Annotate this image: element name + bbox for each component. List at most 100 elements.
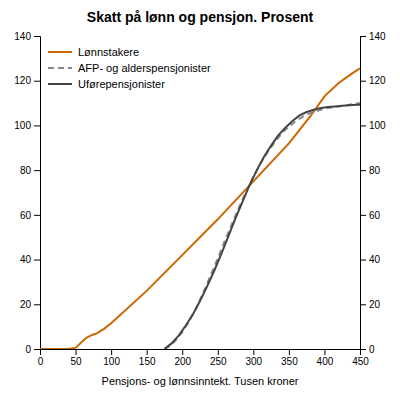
tick-label: 0 xyxy=(38,356,44,367)
plot: 0501001502002503003504004500204060801001… xyxy=(14,31,386,367)
tick-label: 120 xyxy=(14,75,31,86)
x-axis-tick: 250 xyxy=(210,349,227,367)
tick-mark xyxy=(34,170,40,171)
tick-mark xyxy=(34,260,40,261)
title: Skatt på lønn og pensjon. Prosent xyxy=(87,9,314,25)
tick-label: 250 xyxy=(210,356,227,367)
y2-axis-tick: 40 xyxy=(360,254,381,265)
legend-label: Uførepensjonister xyxy=(78,78,165,90)
tick-label: 60 xyxy=(369,210,381,221)
y-axis: 0 20 40 60 80 100 120 140 xyxy=(14,31,40,355)
y2-axis-tick: 0 xyxy=(360,344,375,355)
y-axis-tick: 20 xyxy=(20,299,40,310)
legend-label: Lønnstakere xyxy=(78,46,139,58)
tick-label: 80 xyxy=(20,165,32,176)
x-axis-tick: 100 xyxy=(103,349,120,367)
tick-mark xyxy=(34,304,40,305)
lines xyxy=(40,68,360,349)
legend-item: Lønnstakere xyxy=(48,46,139,58)
y2-axis-line xyxy=(361,37,367,350)
x-axis-tick: 200 xyxy=(174,349,191,367)
tick-label: 100 xyxy=(103,356,120,367)
tick-mark xyxy=(34,81,40,82)
tick-label: 100 xyxy=(14,120,31,131)
tick-label: 200 xyxy=(174,356,191,367)
tick-mark xyxy=(289,349,290,355)
y2-axis-tick: 100 xyxy=(360,120,386,131)
x-axis-tick: 400 xyxy=(317,349,334,367)
x-axis-tick: 350 xyxy=(281,349,298,367)
y-axis-tick: 120 xyxy=(14,75,40,86)
y-axis-tick: 0 xyxy=(25,344,40,355)
y2-axis-tick: 20 xyxy=(360,299,381,310)
y2-axis: 0 20 40 60 80 100 120 140 xyxy=(360,31,386,355)
tick-mark xyxy=(360,36,366,37)
tick-label: 0 xyxy=(25,344,31,355)
x-axis: 0 50 100 150 200 250 300 350 400 450 xyxy=(38,349,370,367)
tick-label: 20 xyxy=(369,299,381,310)
tick-mark xyxy=(360,260,366,261)
series-line xyxy=(164,103,360,349)
y-axis-tick: 80 xyxy=(20,165,40,176)
tick-label: 150 xyxy=(139,356,156,367)
series-line xyxy=(164,105,360,349)
tick-label: 0 xyxy=(369,344,375,355)
tick-label: 80 xyxy=(369,165,381,176)
y-axis-tick: 60 xyxy=(20,210,40,221)
x-axis-line xyxy=(41,350,361,356)
x-axis-tick: 50 xyxy=(70,349,82,367)
tick-label: 300 xyxy=(245,356,262,367)
tick-mark xyxy=(360,81,366,82)
legend-item: Uførepensjonister xyxy=(48,78,165,90)
tick-label: 400 xyxy=(317,356,334,367)
tick-label: 140 xyxy=(369,31,386,42)
y2-axis-tick: 60 xyxy=(360,210,381,221)
tick-mark xyxy=(360,170,366,171)
tick-label: 100 xyxy=(369,120,386,131)
tick-mark xyxy=(34,215,40,216)
x-axis-title: Pensjons- og lønnsinntekt. Tusen kroner xyxy=(102,375,299,387)
tick-mark xyxy=(360,304,366,305)
tick-mark xyxy=(111,349,112,355)
legend-swatch xyxy=(48,83,72,85)
y-axis-tick: 140 xyxy=(14,31,40,42)
tick-mark xyxy=(360,125,366,126)
x-axis-tick: 0 xyxy=(38,349,44,367)
series-line xyxy=(40,68,360,349)
tick-mark xyxy=(34,36,40,37)
tick-mark xyxy=(253,349,254,355)
x-axis-tick: 300 xyxy=(245,349,262,367)
tick-mark xyxy=(360,349,366,350)
tick-label: 40 xyxy=(369,254,381,265)
tick-label: 120 xyxy=(369,75,386,86)
tick-mark xyxy=(76,349,77,355)
tick-mark xyxy=(34,349,40,350)
tick-mark xyxy=(360,215,366,216)
legend-swatch xyxy=(48,51,72,53)
tick-label: 350 xyxy=(281,356,298,367)
legend-label: AFP- og alderspensjonister xyxy=(78,62,211,74)
x-axis-tick: 150 xyxy=(139,349,156,367)
tick-label: 50 xyxy=(70,356,82,367)
tick-mark xyxy=(324,349,325,355)
x-axis-tick: 450 xyxy=(352,349,369,367)
tick-label: 450 xyxy=(352,356,369,367)
tick-mark xyxy=(34,125,40,126)
y-axis-tick: 40 xyxy=(20,254,40,265)
y2-axis-tick: 140 xyxy=(360,31,386,42)
tick-label: 40 xyxy=(20,254,32,265)
legend-swatch xyxy=(48,67,72,69)
tick-mark xyxy=(182,349,183,355)
tick-label: 140 xyxy=(14,31,31,42)
tick-mark xyxy=(218,349,219,355)
y2-axis-tick: 120 xyxy=(360,75,386,86)
chart: 0501001502002503003504004500204060801001… xyxy=(0,0,400,393)
legend-item: AFP- og alderspensjonister xyxy=(48,62,211,74)
tick-mark xyxy=(147,349,148,355)
y2-axis-tick: 80 xyxy=(360,165,381,176)
legend: Lønnstakere AFP- og alderspensjonister Ufø… xyxy=(48,46,211,90)
y-axis-tick: 100 xyxy=(14,120,40,131)
tick-label: 60 xyxy=(20,210,32,221)
tick-label: 20 xyxy=(20,299,32,310)
y-axis-line xyxy=(34,37,41,350)
